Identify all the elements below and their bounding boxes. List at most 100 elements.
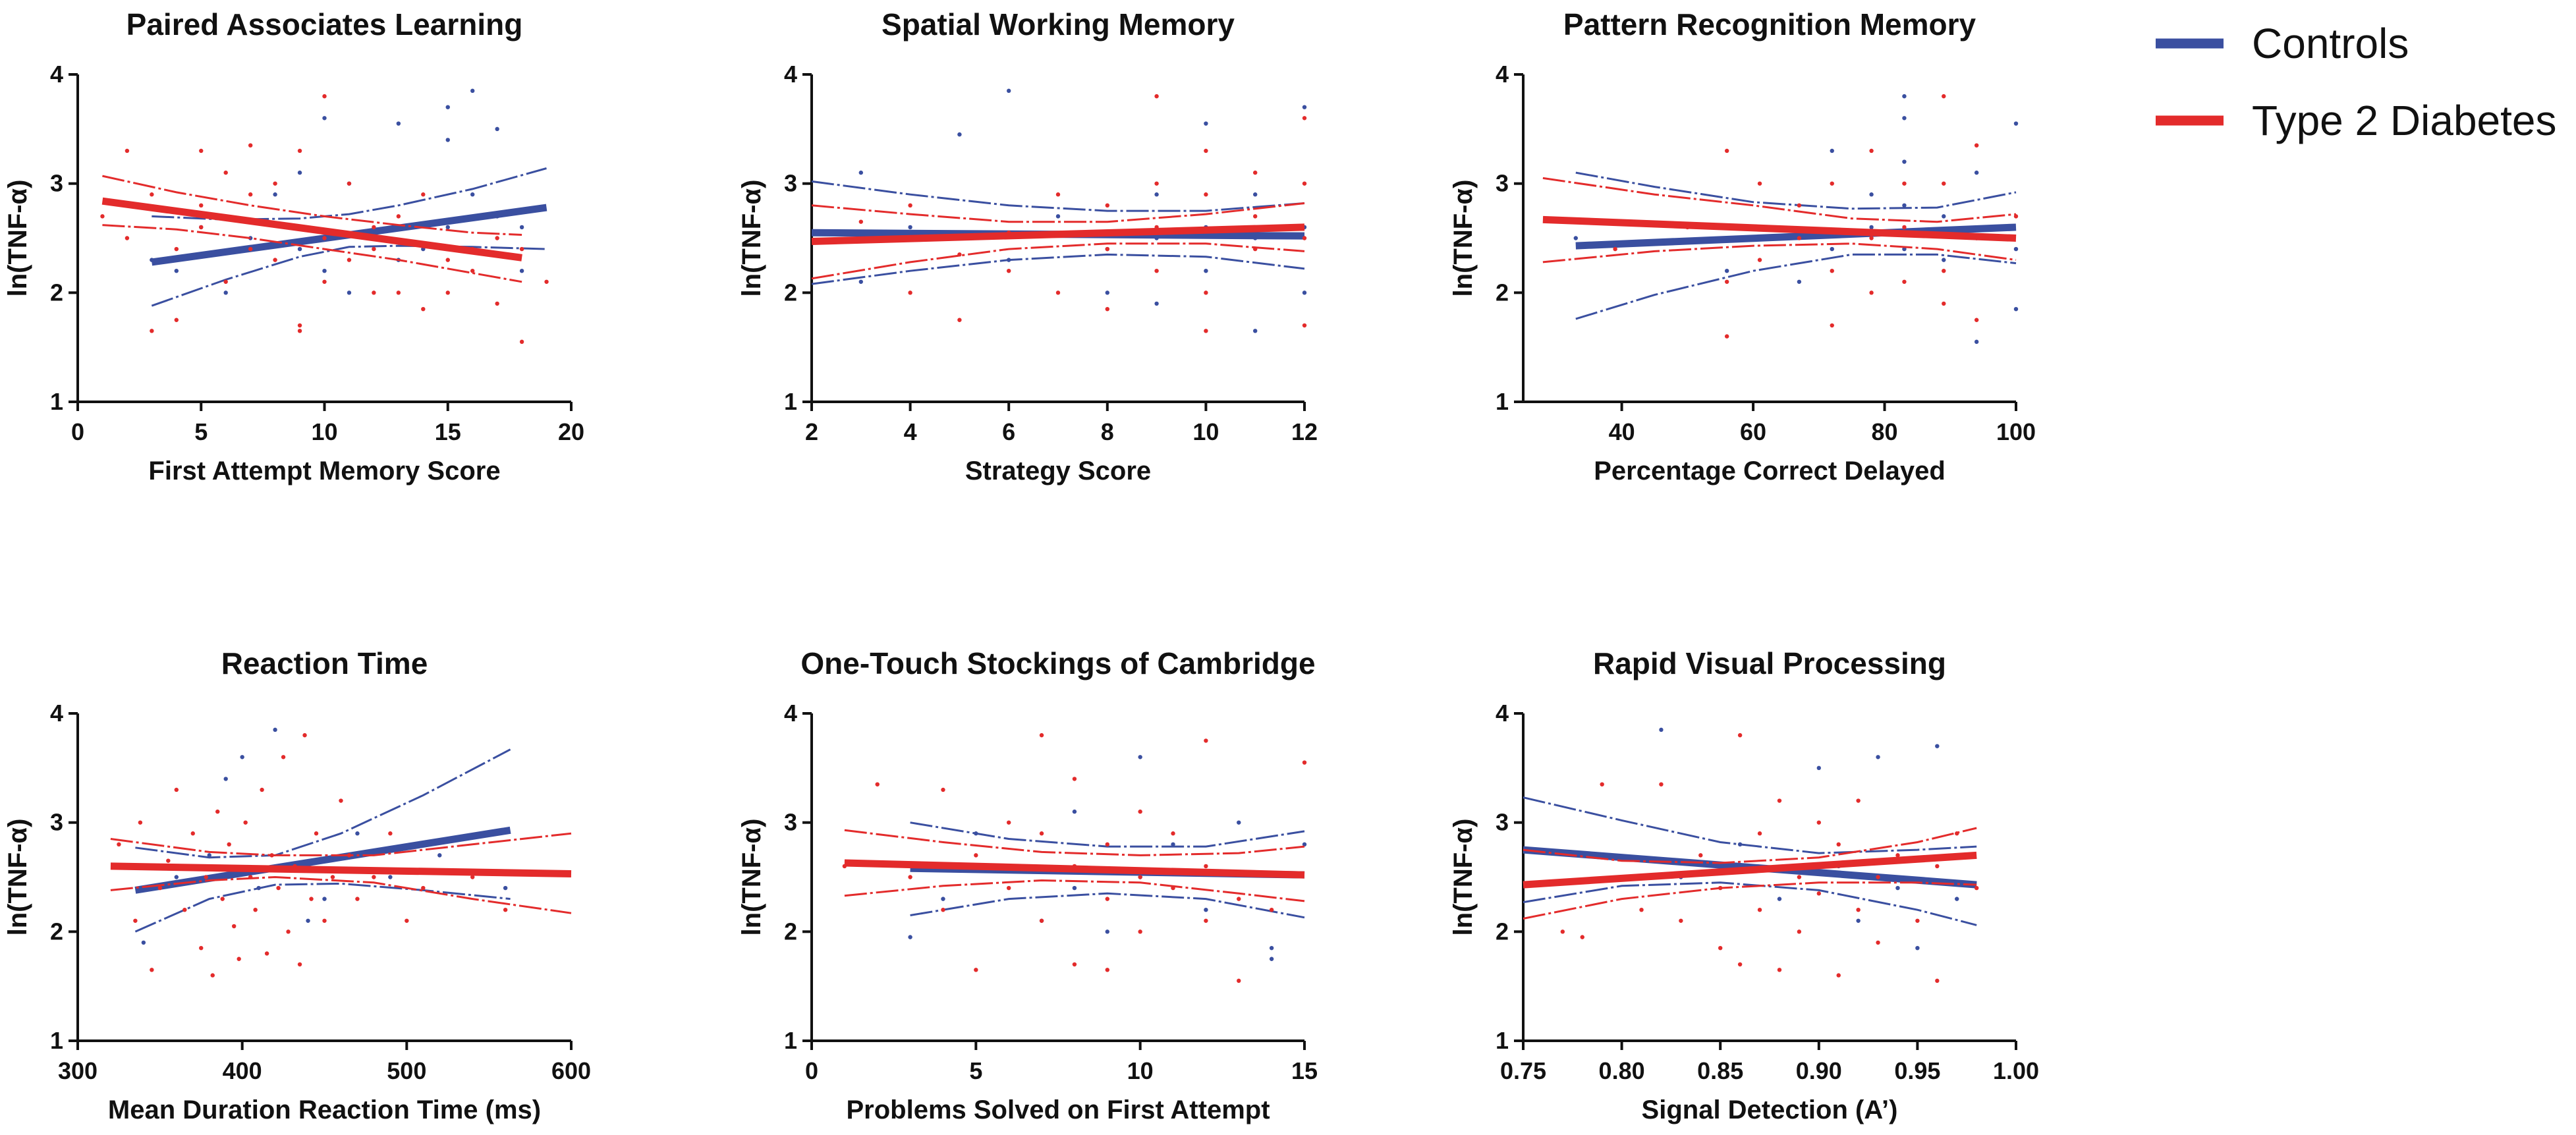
data-point [957, 318, 962, 322]
data-point [1902, 203, 1907, 208]
ci-lower-band [811, 242, 1305, 280]
x-tick-label: 40 [1609, 418, 1635, 445]
data-point [445, 258, 450, 262]
x-tick-label: 2 [805, 418, 818, 445]
data-point [306, 918, 310, 923]
data-point [339, 798, 343, 803]
data-point [2013, 121, 2019, 126]
data-point [421, 306, 426, 312]
data-point [1171, 842, 1175, 847]
data-point [372, 246, 376, 252]
data-point [1154, 94, 1159, 99]
data-point [347, 258, 352, 262]
data-point [1105, 291, 1110, 295]
data-point [190, 831, 195, 836]
data-point [174, 318, 179, 322]
y-tick-label: 4 [1496, 61, 1509, 88]
series-type-2-diabetes [110, 733, 572, 978]
data-point [1942, 301, 1946, 306]
x-tick-label: 0 [71, 418, 84, 445]
data-point [1105, 203, 1110, 208]
data-point [1154, 181, 1159, 186]
data-point [1797, 236, 1802, 240]
data-point [1237, 897, 1241, 901]
data-point [1836, 973, 1841, 978]
data-point [1204, 918, 1208, 923]
data-point [858, 219, 864, 224]
panel-reaction-time: Reaction Time 1 2 3 4 300 400 500 600 Mean Durati… [3, 646, 591, 1124]
data-point [1302, 236, 1307, 240]
data-point [2013, 214, 2019, 219]
data-point [322, 918, 327, 923]
data-point [117, 842, 121, 847]
data-point [133, 918, 138, 923]
y-tick-label: 3 [1496, 170, 1509, 197]
data-point [1007, 885, 1011, 891]
data-point [372, 225, 376, 230]
panel-title: One-Touch Stockings of Cambridge [800, 646, 1315, 680]
data-point [1757, 908, 1762, 912]
y-axis-label: ln(TNF-α) [737, 180, 766, 297]
legend: Controls Type 2 Diabetes [2156, 20, 2557, 144]
data-point [330, 875, 335, 879]
x-tick-label: 10 [1127, 1057, 1154, 1084]
data-point [1204, 329, 1208, 333]
x-tick-label: 20 [558, 418, 584, 445]
x-tick-label: 1.00 [1993, 1057, 2039, 1084]
y-tick-label: 3 [50, 809, 63, 836]
ci-lower-band [1523, 881, 1977, 926]
data-point [1974, 143, 1979, 148]
regression-line [1575, 223, 2017, 250]
data-point [199, 225, 204, 230]
data-point [215, 809, 220, 814]
data-point [264, 951, 269, 956]
data-point [1830, 181, 1834, 186]
data-point [1072, 809, 1077, 814]
x-axis-label: Percentage Correct Delayed [1594, 457, 1946, 485]
ci-lower-band [1523, 881, 1977, 920]
data-point [1302, 760, 1307, 765]
data-point [1869, 192, 1874, 197]
data-point [1659, 782, 1664, 787]
data-point [445, 138, 450, 142]
data-point [322, 94, 327, 99]
data-point [1237, 978, 1241, 983]
y-tick-label: 2 [1496, 918, 1509, 945]
series-controls [1523, 727, 1977, 951]
data-point [1055, 214, 1061, 219]
data-point [519, 269, 524, 273]
data-point [347, 291, 352, 295]
data-point [1935, 978, 1940, 983]
data-point [297, 962, 302, 967]
data-point [1724, 279, 1729, 284]
ci-upper-band [1575, 171, 2017, 210]
data-point [503, 885, 508, 891]
data-point [322, 279, 327, 284]
regression-line [844, 859, 1305, 879]
data-point [1974, 339, 1979, 345]
data-point [1915, 918, 1920, 923]
regression-line [134, 826, 511, 894]
data-point [1105, 897, 1110, 901]
data-point [1138, 809, 1142, 814]
data-point [253, 908, 258, 912]
y-tick-label: 4 [784, 700, 797, 727]
data-point [1737, 733, 1743, 738]
series-type-2-diabetes [842, 733, 1307, 983]
data-point [243, 820, 248, 825]
panel-title: Reaction Time [221, 646, 428, 680]
data-point [347, 181, 352, 186]
legend-diabetes-label: Type 2 Diabetes [2252, 97, 2557, 144]
data-point [355, 897, 360, 901]
y-tick-label: 4 [1496, 700, 1509, 727]
data-point [1039, 831, 1044, 836]
data-point [1777, 897, 1782, 901]
data-point [355, 831, 360, 836]
data-point [141, 940, 146, 945]
data-point [908, 203, 912, 208]
data-point [437, 853, 442, 858]
data-point [1055, 192, 1061, 197]
y-tick-label: 1 [784, 1027, 797, 1054]
data-point [1777, 968, 1782, 972]
